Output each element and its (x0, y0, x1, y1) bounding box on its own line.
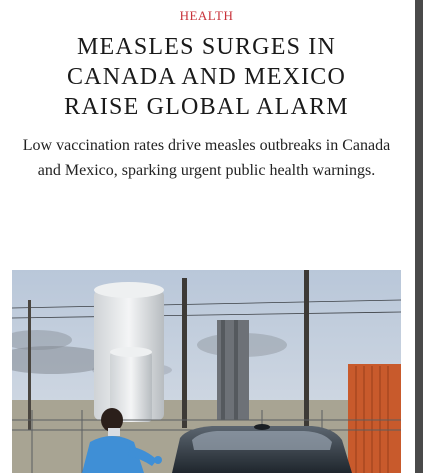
headline: MEASLES SURGES IN CANADA AND MEXICO RAIS… (0, 32, 413, 122)
headline-line: RAISE GLOBAL ALARM (64, 94, 349, 120)
scrollbar-thumb[interactable] (415, 0, 423, 473)
scrollbar-track[interactable] (415, 0, 423, 473)
article-photo-illustration (12, 270, 401, 473)
article-summary: Low vaccination rates drive measles outb… (22, 137, 391, 179)
article-photo (12, 270, 401, 473)
category-link[interactable]: HEALTH (179, 8, 234, 23)
headline-line: MEASLES SURGES IN (76, 34, 337, 60)
headline-line: CANADA AND MEXICO (66, 64, 347, 90)
